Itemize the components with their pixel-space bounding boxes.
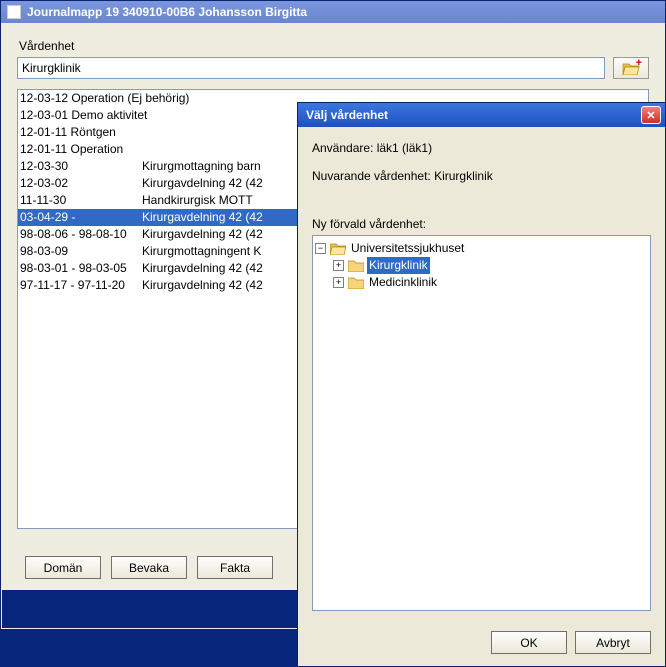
dialog-titlebar[interactable]: Välj vårdenhet ✕ bbox=[298, 103, 665, 127]
collapse-icon[interactable]: − bbox=[315, 243, 326, 254]
vardenhet-tree[interactable]: − Universitetssjukhuset + Kirurgklinik + Medi… bbox=[312, 235, 651, 611]
journal-window-title: Journalmapp 19 340910-00B6 Johansson Bir… bbox=[27, 5, 307, 19]
folder-open-icon bbox=[330, 242, 346, 255]
journal-bottom-buttons: Domän Bevaka Fakta bbox=[25, 556, 273, 579]
expand-icon[interactable]: + bbox=[333, 260, 344, 271]
tree-node[interactable]: − Universitetssjukhuset bbox=[315, 240, 648, 257]
window-sys-icon bbox=[7, 5, 21, 19]
tree-node-label[interactable]: Universitetssjukhuset bbox=[349, 240, 466, 257]
dialog-new-label: Ny förvald vårdenhet: bbox=[312, 217, 651, 231]
fakta-button[interactable]: Fakta bbox=[197, 556, 273, 579]
list-row-date: 98-03-09 bbox=[20, 243, 142, 260]
tree-node[interactable]: + Medicinklinik bbox=[315, 274, 648, 291]
folder-icon bbox=[348, 259, 364, 272]
select-vardenhet-dialog: Välj vårdenhet ✕ Användare: läk1 (läk1) … bbox=[297, 102, 666, 667]
vardenhet-row: + bbox=[17, 57, 649, 79]
list-row-date: 03-04-29 - bbox=[20, 209, 142, 226]
ok-button[interactable]: OK bbox=[491, 631, 567, 654]
list-row-date: 98-03-01 - 98-03-05 bbox=[20, 260, 142, 277]
vardenhet-label: Vårdenhet bbox=[19, 39, 649, 53]
folder-icon bbox=[348, 276, 364, 289]
dialog-body: Användare: läk1 (läk1) Nuvarande vårdenh… bbox=[298, 127, 665, 621]
tree-node-label[interactable]: Medicinklinik bbox=[367, 274, 439, 291]
dialog-close-button[interactable]: ✕ bbox=[641, 106, 661, 124]
dialog-user-line: Användare: läk1 (läk1) bbox=[312, 141, 651, 155]
list-row-date: 12-01-11 Operation bbox=[20, 141, 123, 158]
tree-node[interactable]: + Kirurgklinik bbox=[315, 257, 648, 274]
list-row-date: 12-01-11 Röntgen bbox=[20, 124, 116, 141]
doman-button[interactable]: Domän bbox=[25, 556, 101, 579]
list-row-date: 97-11-17 - 97-11-20 bbox=[20, 277, 142, 294]
list-row-date: 11-11-30 bbox=[20, 192, 142, 209]
list-row-date: 12-03-30 bbox=[20, 158, 142, 175]
close-icon: ✕ bbox=[646, 109, 655, 122]
expand-icon[interactable]: + bbox=[333, 277, 344, 288]
dialog-footer: OK Avbryt bbox=[298, 621, 665, 666]
dialog-title: Välj vårdenhet bbox=[306, 108, 388, 122]
folder-plus-icon: + bbox=[622, 62, 640, 75]
list-row-date: 98-08-06 - 98-08-10 bbox=[20, 226, 142, 243]
bevaka-button[interactable]: Bevaka bbox=[111, 556, 187, 579]
tree-node-label[interactable]: Kirurgklinik bbox=[367, 257, 430, 274]
vardenhet-input[interactable] bbox=[17, 57, 605, 79]
cancel-button[interactable]: Avbryt bbox=[575, 631, 651, 654]
list-row-date: 12-03-12 Operation (Ej behörig) bbox=[20, 90, 189, 107]
dialog-current-line: Nuvarande vårdenhet: Kirurgklinik bbox=[312, 169, 651, 183]
list-row-date: 12-03-02 bbox=[20, 175, 142, 192]
journal-window-titlebar[interactable]: Journalmapp 19 340910-00B6 Johansson Bir… bbox=[1, 1, 665, 23]
open-vardenhet-button[interactable]: + bbox=[613, 57, 649, 79]
list-row-date: 12-03-01 Demo aktivitet bbox=[20, 107, 147, 124]
